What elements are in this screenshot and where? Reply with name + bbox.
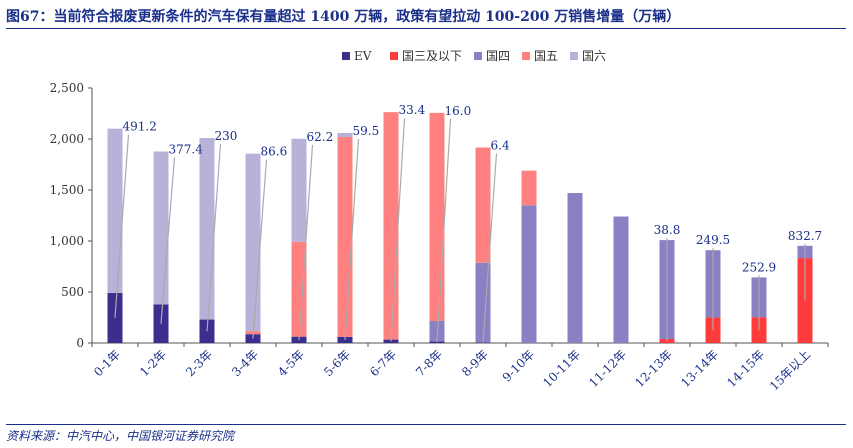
x-tick-label: 10-11年 xyxy=(540,347,583,390)
bar-segment-国五 xyxy=(383,112,399,340)
leader-line xyxy=(390,118,406,342)
x-tick-label: 14-15年 xyxy=(724,347,767,390)
bar-segment-国五 xyxy=(337,137,353,337)
data-label: 377.4 xyxy=(169,143,204,157)
leader-line xyxy=(206,143,222,332)
x-tick-label: 15年以上 xyxy=(767,347,813,393)
x-tick-label: 1-2年 xyxy=(137,347,169,379)
figure-title: 图67：当前符合报废更新条件的汽车保有量超过 1400 万辆，政策有望拉动 10… xyxy=(6,9,681,25)
bar-segment-国四 xyxy=(567,193,583,343)
leader-line xyxy=(298,144,314,340)
y-tick-label: 2,000 xyxy=(50,132,84,146)
leader-line xyxy=(114,134,130,318)
bar-segment-国五 xyxy=(521,170,537,206)
data-label: 62.2 xyxy=(307,130,334,144)
leader-line xyxy=(344,138,360,341)
data-label: 230 xyxy=(215,129,238,143)
data-label: 832.7 xyxy=(788,229,822,243)
data-label: 59.5 xyxy=(353,124,380,138)
data-label: 491.2 xyxy=(123,120,157,134)
x-tick-label: 4-5年 xyxy=(275,347,307,379)
legend-label: 国六 xyxy=(582,49,606,63)
legend-swatch-国四 xyxy=(474,52,482,60)
bar-segment-国四 xyxy=(613,216,629,343)
leader-line xyxy=(482,153,498,343)
y-tick-label: 1,000 xyxy=(50,234,84,248)
bar-segment-国四 xyxy=(521,205,537,343)
legend-label: EV xyxy=(354,49,372,63)
data-label: 16.0 xyxy=(445,104,472,118)
bar-segment-EV xyxy=(199,319,215,343)
data-label: 38.8 xyxy=(654,223,681,237)
x-tick-label: 6-7年 xyxy=(367,347,399,379)
data-label: 33.4 xyxy=(399,103,426,117)
bar-segment-国六 xyxy=(107,128,123,293)
legend-label: 国三及以下 xyxy=(402,49,462,63)
legend-swatch-EV xyxy=(342,52,350,60)
data-label: 6.4 xyxy=(491,139,510,153)
data-label: 249.5 xyxy=(696,233,730,247)
bar-segment-国六 xyxy=(199,137,215,320)
bar-segment-国六 xyxy=(153,151,169,305)
bar-segment-国四 xyxy=(429,320,445,342)
legend-swatch-国三及以下 xyxy=(390,52,398,60)
x-tick-label: 5-6年 xyxy=(321,347,353,379)
bar-segment-EV xyxy=(291,336,307,343)
data-label: 252.9 xyxy=(742,260,776,274)
x-tick-label: 11-12年 xyxy=(586,347,629,390)
leader-line xyxy=(436,118,452,343)
bar-segment-国六 xyxy=(245,153,261,332)
title-divider xyxy=(6,28,846,29)
y-tick-label: 1,500 xyxy=(50,183,84,197)
y-tick-label: 500 xyxy=(61,285,84,299)
bar-segment-国五 xyxy=(475,147,491,263)
x-tick-label: 3-4年 xyxy=(229,347,261,379)
bar-segment-国六 xyxy=(337,132,353,138)
y-tick-label: 0 xyxy=(76,336,84,350)
bar-segment-国五 xyxy=(291,241,307,337)
bar-segment-EV xyxy=(429,341,445,343)
x-tick-label: 9-10年 xyxy=(500,347,537,384)
bar-segment-国五 xyxy=(429,112,445,321)
x-tick-label: 0-1年 xyxy=(91,347,123,379)
y-tick-label: 2,500 xyxy=(50,81,84,95)
x-tick-label: 8-9年 xyxy=(459,347,491,379)
legend-swatch-国六 xyxy=(570,52,578,60)
legend-swatch-国五 xyxy=(522,52,530,60)
data-label: 86.6 xyxy=(261,145,288,159)
legend-label: 国五 xyxy=(534,49,558,63)
bar-segment-国六 xyxy=(291,138,307,242)
leader-line xyxy=(252,159,268,339)
x-tick-label: 13-14年 xyxy=(678,347,721,390)
leader-line xyxy=(160,157,176,324)
legend-label: 国四 xyxy=(486,49,510,63)
source-note: 资料来源：中汽中心，中国银河证券研究院 xyxy=(6,429,235,443)
x-tick-label: 2-3年 xyxy=(183,347,215,379)
x-tick-label: 7-8年 xyxy=(413,347,445,379)
x-tick-label: 12-13年 xyxy=(632,347,675,390)
source-divider xyxy=(6,424,846,425)
